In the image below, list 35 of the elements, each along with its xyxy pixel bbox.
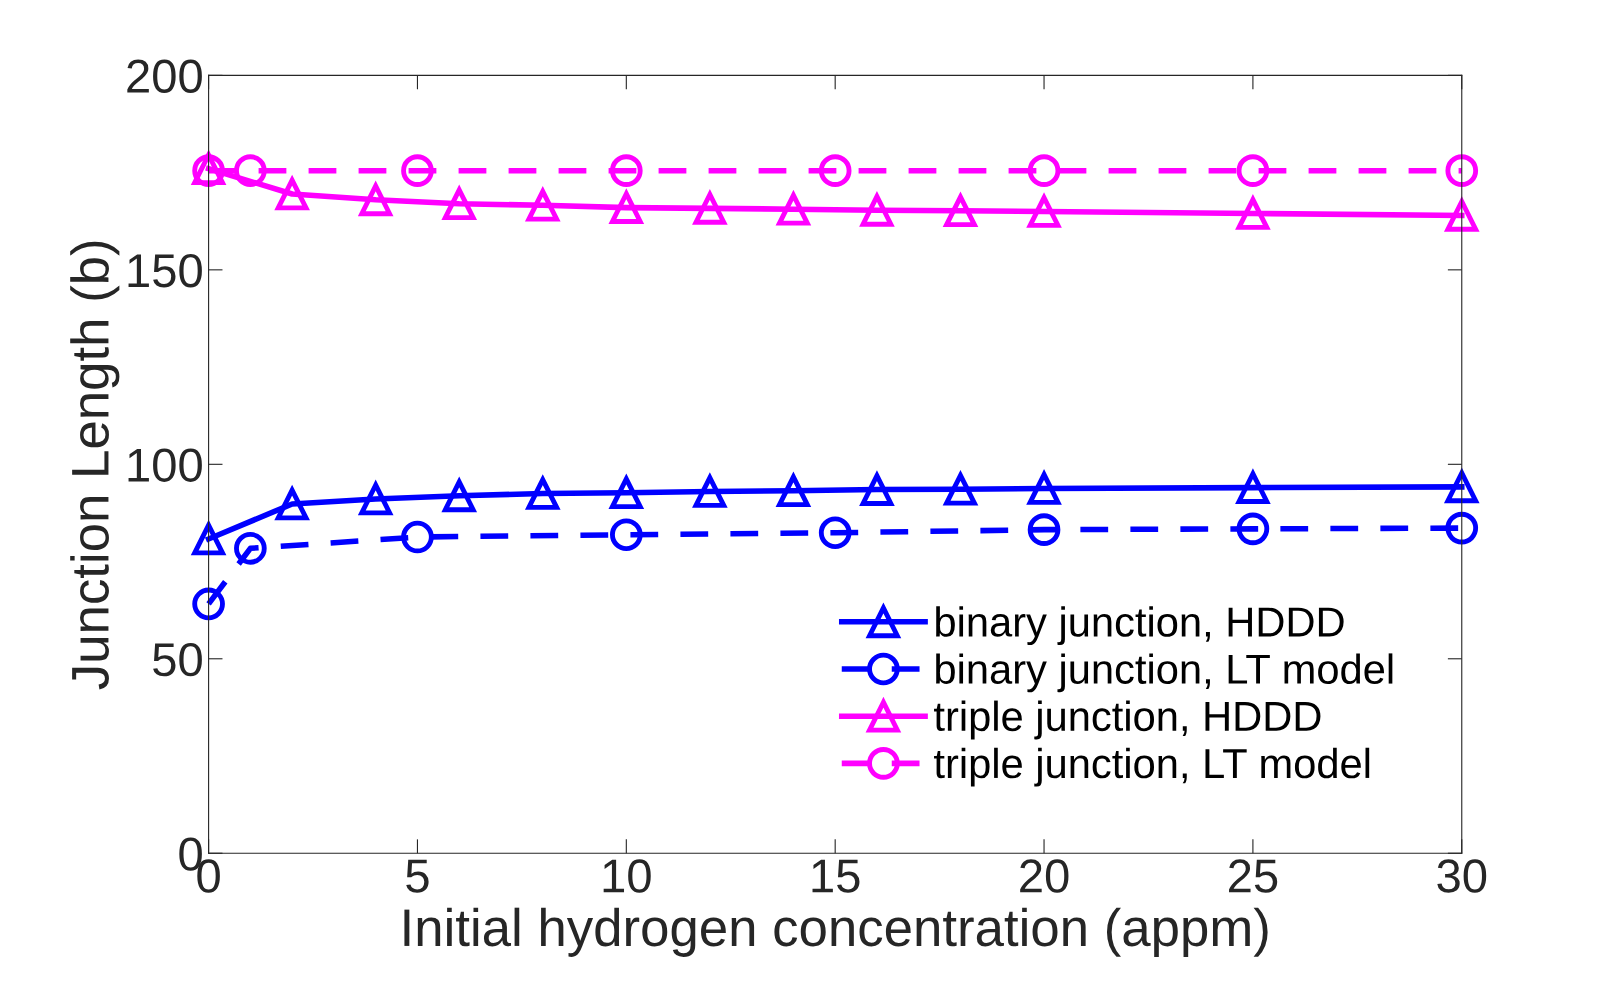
legend-label: binary junction, HDDD — [936, 606, 1344, 646]
point — [610, 518, 643, 552]
point — [1445, 154, 1479, 187]
point — [190, 520, 227, 556]
point — [1445, 511, 1479, 545]
legend-label: binary junction, LT model — [936, 653, 1393, 693]
x-tick-label: 15 — [812, 859, 860, 893]
point — [525, 186, 561, 222]
point — [610, 154, 643, 187]
x-tick-label: 30 — [1437, 859, 1487, 893]
point — [234, 532, 267, 565]
y-tick-label: 200 — [127, 59, 202, 93]
point — [1236, 512, 1270, 546]
y-tick-label: 150 — [128, 253, 202, 288]
x-tick-label: 5 — [406, 859, 429, 893]
y-tick-label: 100 — [128, 448, 202, 482]
y-tick-label: 50 — [153, 642, 202, 677]
y-axis-title: Junction Length (b) — [70, 241, 120, 690]
x-tick-label: 10 — [603, 859, 651, 893]
point — [1236, 154, 1270, 187]
point — [818, 516, 852, 550]
point — [818, 154, 852, 187]
x-axis-title: Initial hydrogen concentration (appm) — [404, 907, 1268, 957]
x-tick-label: 25 — [1229, 859, 1278, 893]
point — [942, 470, 979, 506]
point — [192, 587, 225, 621]
point — [1027, 513, 1061, 546]
legend-label: triple junction, LT model — [934, 747, 1370, 787]
legend-label: triple junction, HDDD — [934, 700, 1321, 740]
point — [401, 154, 434, 187]
point — [401, 520, 434, 554]
x-tick-label: 20 — [1020, 859, 1069, 893]
point — [1027, 154, 1061, 187]
point — [234, 154, 267, 187]
point — [775, 190, 812, 226]
